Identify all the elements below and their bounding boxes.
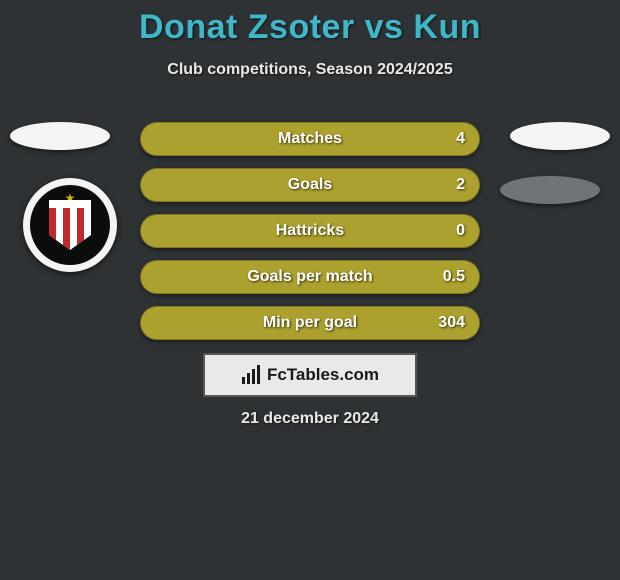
footer-date: 21 december 2024 [0,410,620,428]
stat-value-right: 4 [456,130,465,148]
stat-value-right: 2 [456,176,465,194]
page-subtitle: Club competitions, Season 2024/2025 [0,61,620,79]
stat-label: Min per goal [141,314,479,332]
stat-label: Goals [141,176,479,194]
stat-label: Hattricks [141,222,479,240]
stat-row: Goals per match0.5 [140,260,480,294]
brand-box: FcTables.com [203,353,417,397]
page-title: Donat Zsoter vs Kun [0,0,620,47]
brand-text: FcTables.com [267,365,379,385]
player-badge-right-secondary [500,176,600,204]
stat-row: Matches4 [140,122,480,156]
club-logo: ★ [23,178,117,272]
shield-icon [49,200,91,250]
stats-container: Matches4Goals2Hattricks0Goals per match0… [140,122,480,352]
stat-row: Goals2 [140,168,480,202]
stat-value-right: 304 [438,314,465,332]
stat-value-right: 0.5 [443,268,465,286]
stat-row: Hattricks0 [140,214,480,248]
bars-icon [241,364,263,386]
stat-row: Min per goal304 [140,306,480,340]
player-badge-left [10,122,110,150]
player-badge-right [510,122,610,150]
stat-label: Goals per match [141,268,479,286]
stat-value-right: 0 [456,222,465,240]
stat-label: Matches [141,130,479,148]
